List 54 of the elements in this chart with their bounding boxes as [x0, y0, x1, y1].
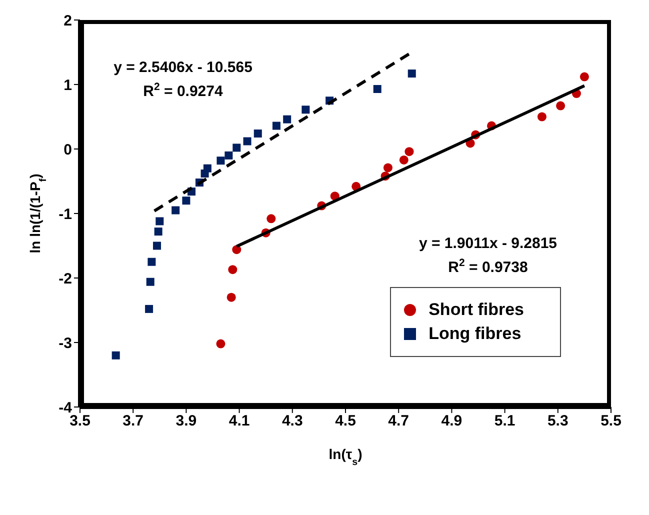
point	[154, 228, 162, 236]
point	[152, 242, 161, 250]
point	[272, 122, 280, 130]
legend-label: Short fibres	[428, 300, 524, 320]
point	[232, 245, 242, 254]
x-axis-title: ln(τ$_{s}$)	[328, 446, 362, 468]
y-tick-label: -2	[58, 270, 72, 288]
annotation: y = 2.5406x - 10.565	[114, 59, 252, 76]
point	[556, 101, 566, 110]
y-tick-label: 1	[64, 76, 72, 94]
point	[373, 85, 382, 94]
x-tick-label: 4.3	[282, 412, 303, 430]
annotation: R$^{2}$ = 0.9274	[143, 81, 224, 100]
x-tick-label: 4.1	[228, 412, 250, 430]
point	[156, 217, 164, 226]
point	[537, 112, 546, 122]
x-tick-label: 3.9	[176, 412, 197, 430]
point	[302, 106, 310, 114]
point	[226, 292, 236, 302]
point	[216, 339, 226, 348]
y-tick-label: -3	[58, 334, 72, 352]
point	[254, 130, 262, 138]
point	[283, 115, 292, 124]
point	[408, 70, 416, 78]
x-tick-label: 4.5	[335, 412, 356, 430]
point	[266, 214, 276, 224]
point	[243, 137, 252, 146]
y-tick-label: -1	[58, 206, 72, 223]
point	[146, 278, 154, 286]
point	[580, 72, 589, 82]
x-tick-label: 5.1	[494, 412, 516, 430]
point	[383, 163, 392, 172]
point	[216, 156, 225, 165]
annotation: y = 1.9011x - 9.2815	[418, 235, 558, 252]
point	[399, 155, 408, 164]
annotation: R$^{2}$ = 0.9738	[448, 257, 528, 276]
y-tick-label: 0	[64, 141, 72, 158]
point	[172, 206, 180, 214]
x-tick-label: 4.7	[388, 412, 410, 430]
x-tick-label: 5.5	[600, 412, 622, 430]
point	[224, 151, 233, 160]
point	[228, 265, 238, 274]
point	[404, 147, 414, 156]
x-tick-label: 4.9	[441, 412, 462, 430]
point	[203, 164, 212, 172]
x-tick-label: 3.7	[122, 412, 144, 430]
point	[145, 304, 154, 313]
point	[232, 144, 241, 152]
point	[182, 196, 190, 205]
y-tick-label: 2	[64, 12, 72, 30]
x-tick-label: 5.3	[547, 412, 568, 430]
point	[112, 351, 120, 360]
legend-label: Long fibres	[428, 324, 522, 344]
point	[148, 258, 156, 266]
